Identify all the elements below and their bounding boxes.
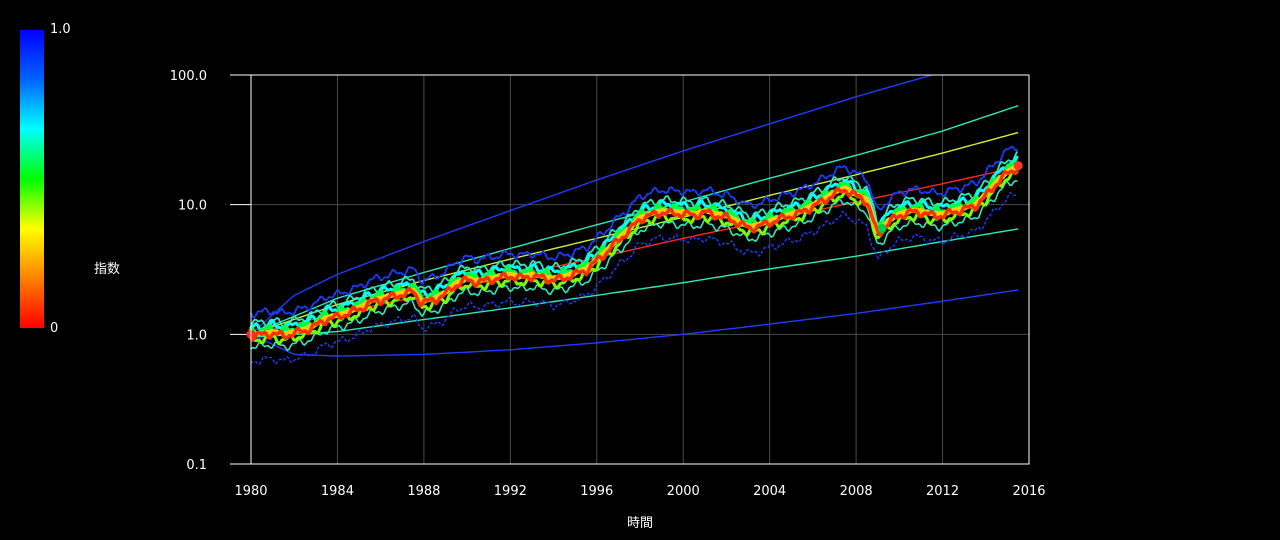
- x-tick-label: 1988: [407, 484, 440, 499]
- x-tick-label: 2008: [840, 484, 873, 499]
- colorbar: 1.0 0 指数: [20, 22, 120, 336]
- price-band-8: [249, 169, 1019, 342]
- y-tick-label: 100.0: [170, 69, 207, 84]
- x-tick-label: 1996: [580, 484, 613, 499]
- x-tick-label: 2000: [667, 484, 700, 499]
- x-tick-label: 2004: [753, 484, 786, 499]
- x-tick-label: 1984: [321, 484, 354, 499]
- y-tick-labels: 0.1 1.0 10.0 100.0: [170, 69, 207, 473]
- marker-point: [877, 223, 887, 233]
- colorbar-max-label: 1.0: [50, 22, 71, 37]
- price-band-1: [250, 145, 1018, 319]
- colorbar-label: 指数: [94, 262, 120, 277]
- y-tick-label: 10.0: [178, 199, 207, 214]
- colorbar-gradient: [20, 30, 44, 328]
- points: [246, 161, 1023, 339]
- x-axis-label: 時間: [627, 516, 653, 531]
- curve-1: [250, 105, 1019, 335]
- price-band-0: [250, 192, 1018, 365]
- curve-4: [250, 228, 1019, 338]
- colorbar-min-label: 0: [50, 321, 58, 336]
- x-tick-label: 1992: [494, 484, 527, 499]
- x-tick-label: 2016: [1012, 484, 1045, 499]
- x-tick-label: 2012: [926, 484, 959, 499]
- plot-frame: [250, 74, 1030, 465]
- curve-0: [250, 74, 932, 335]
- marker-point: [1013, 161, 1023, 171]
- y-tick-label: 0.1: [186, 458, 207, 473]
- price-bands: [248, 145, 1020, 365]
- curve-5: [250, 289, 1019, 357]
- y-tick-label: 1.0: [186, 328, 207, 343]
- x-tick-label: 1980: [234, 484, 267, 499]
- x-tick-labels: 1980 1984 1988 1992 1996 2000 2004 2008 2012 2016: [234, 484, 1045, 499]
